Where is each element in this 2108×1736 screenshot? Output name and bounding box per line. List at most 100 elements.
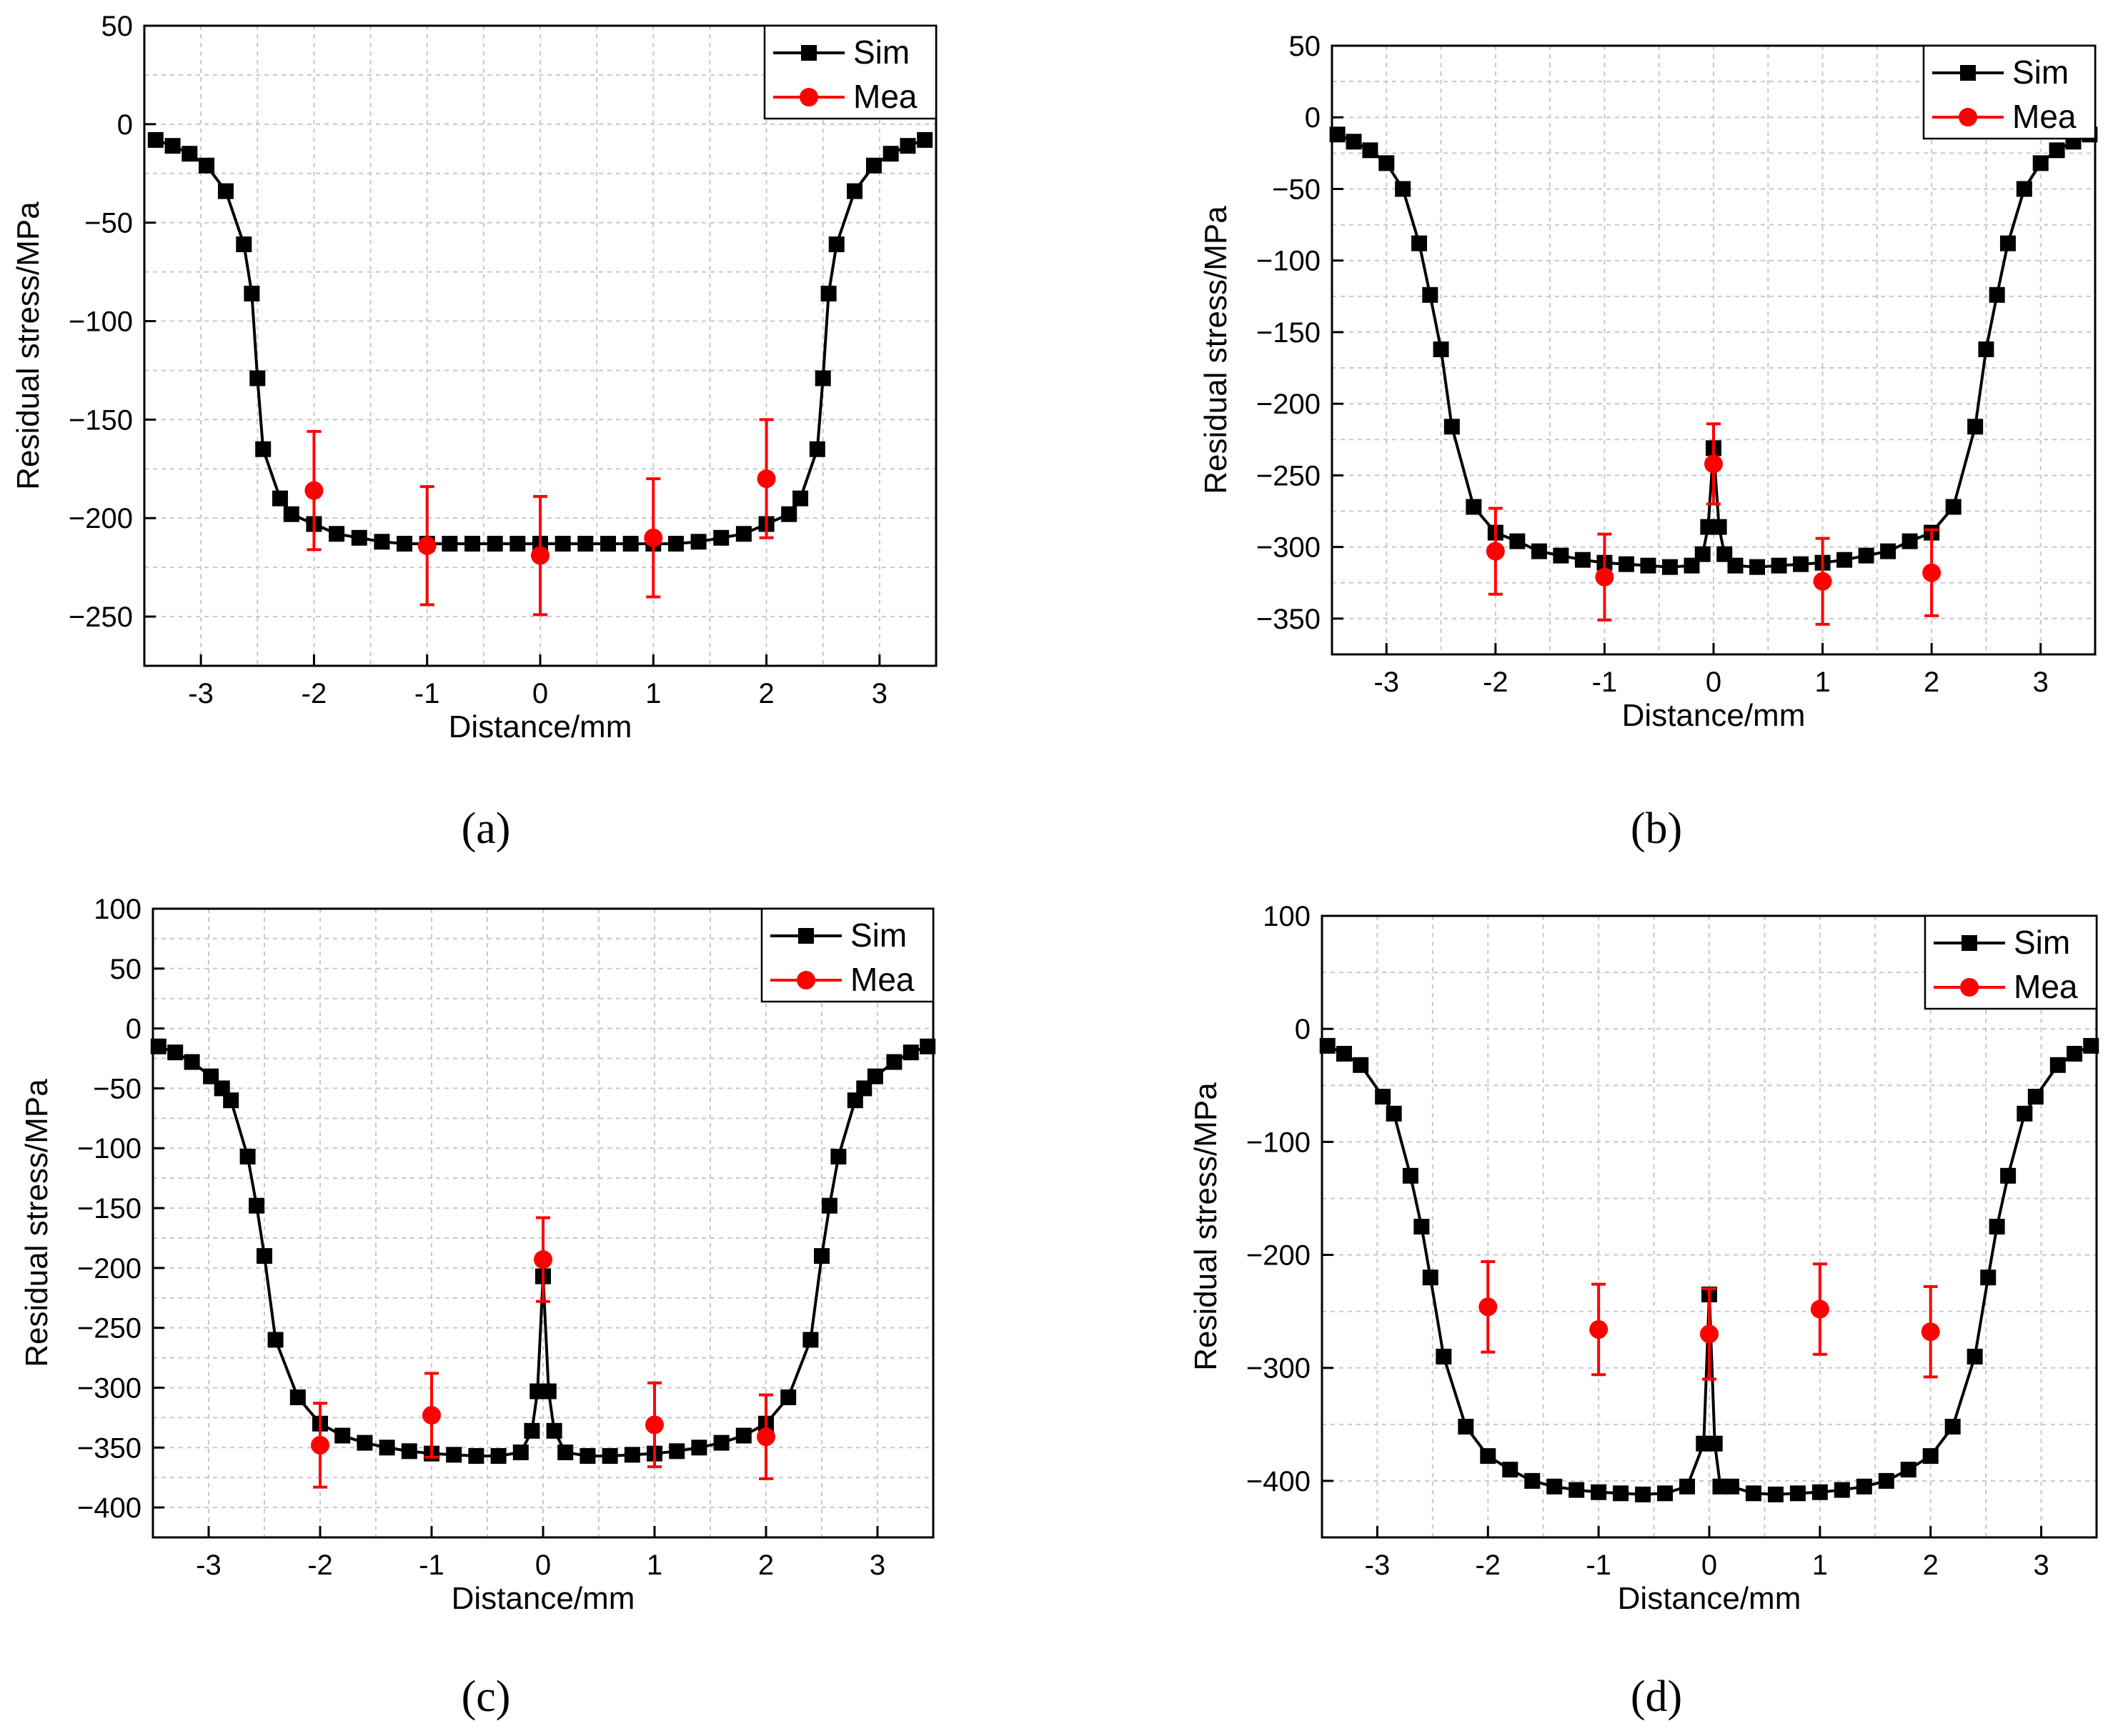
sim-point [1480, 1448, 1496, 1465]
sim-point [1433, 341, 1449, 357]
caption-a: (a) [462, 804, 511, 853]
y-axis-title: Residual stress/MPa [11, 201, 46, 490]
y-tick-label: 0 [1295, 1014, 1311, 1045]
sim-point [2000, 1167, 2017, 1184]
legend-mea-marker [797, 971, 815, 989]
y-tick-label: 0 [1305, 102, 1321, 134]
y-tick-label: 0 [126, 1014, 141, 1045]
sim-point [1591, 1484, 1607, 1500]
sim-point [1694, 546, 1711, 562]
sim-point [147, 131, 164, 148]
chart-panel-a: -3 -2 -1 0 1 2 3 50 0 −50 −100 −150 −200 −250 Distance… [11, 11, 938, 744]
mea-point [422, 1406, 441, 1425]
caption-c: (c) [462, 1672, 511, 1721]
y-tick-label: −300 [77, 1372, 141, 1404]
sim-point [669, 1443, 685, 1460]
sim-point [820, 285, 837, 301]
sim-point [847, 183, 863, 199]
sim-point [917, 131, 933, 148]
sim-point [1706, 1435, 1723, 1452]
caption-b: (b) [1631, 804, 1682, 853]
sim-point [580, 1448, 596, 1465]
sim-point [1618, 556, 1634, 572]
x-tick-label: -1 [1586, 1550, 1611, 1581]
sim-point [865, 157, 882, 174]
sim-point [401, 1443, 417, 1460]
sim-point [1901, 533, 1918, 549]
sim-point [1413, 1219, 1430, 1234]
mea-point [1700, 1325, 1719, 1344]
sim-point [847, 1092, 863, 1109]
legend-sim-marker [801, 45, 817, 61]
y-axis-title: Residual stress/MPa [19, 1079, 54, 1367]
sim-point [1524, 1472, 1541, 1489]
sim-point [2083, 1037, 2099, 1054]
y-tick-label: −350 [1256, 604, 1321, 635]
sim-point [464, 536, 481, 552]
legend-sim-label: Sim [2014, 924, 2070, 961]
y-axis-title: Residual stress/MPa [1188, 1082, 1223, 1371]
y-tick-label: −150 [1256, 317, 1321, 349]
y-tick-label: −50 [1272, 174, 1321, 205]
sim-point [2017, 1105, 2033, 1122]
sim-point [1466, 499, 1482, 515]
sim-point [329, 526, 345, 542]
sim-point [1967, 1348, 1983, 1365]
mea-point [1921, 1322, 1940, 1342]
sim-point [1900, 1462, 1916, 1478]
sim-point [792, 490, 809, 507]
sim-point [1880, 543, 1896, 559]
y-tick-label: 100 [1263, 901, 1311, 932]
x-tick-label: -1 [414, 678, 440, 709]
mea-point [1589, 1320, 1609, 1339]
sim-point [1546, 1478, 1563, 1495]
sim-point [223, 1092, 239, 1109]
sim-point [1989, 286, 2005, 303]
legend-mea-marker [800, 88, 818, 106]
mea-point [1922, 563, 1942, 582]
x-tick-label: -3 [1373, 667, 1399, 698]
legend-box [1924, 914, 2098, 1010]
sim-point [468, 1448, 484, 1465]
sim-point [1989, 1219, 2005, 1234]
sim-point [809, 441, 825, 457]
y-tick-label: −50 [84, 208, 133, 239]
sim-point [540, 1383, 557, 1400]
sim-point [357, 1435, 373, 1451]
sim-point [490, 1448, 507, 1465]
sim-point [2049, 1057, 2066, 1073]
mea-point [757, 1427, 775, 1447]
mea-point [531, 546, 550, 565]
sim-point [1723, 1478, 1739, 1495]
sim-point [1613, 1485, 1629, 1502]
sim-point [244, 285, 260, 301]
sim-point [374, 534, 390, 550]
y-tick-label: −150 [77, 1193, 141, 1224]
sim-point [1978, 341, 1994, 357]
sim-point [272, 490, 288, 507]
x-tick-label: -2 [307, 1550, 333, 1581]
chart-panel-d: -3 -2 -1 0 1 2 3 100 0 −100 −200 −300 −400 Distance/m… [1188, 901, 2099, 1616]
x-tick-label: -2 [302, 678, 327, 709]
sim-point [903, 1044, 919, 1061]
sim-point [249, 370, 266, 386]
legend-sim-marker [1960, 65, 1976, 81]
y-tick-label: 50 [101, 11, 134, 42]
sim-point [509, 536, 526, 552]
sim-point [1856, 1478, 1872, 1495]
x-tick-label: 2 [758, 1550, 774, 1581]
sim-point [239, 1148, 256, 1164]
sim-point [267, 1332, 284, 1348]
mea-point [1486, 542, 1505, 561]
y-tick-label: −100 [1246, 1127, 1311, 1158]
sim-point [1834, 1482, 1850, 1498]
y-tick-label: −400 [77, 1492, 141, 1524]
x-tick-label: 0 [532, 678, 548, 709]
sim-point [883, 146, 899, 162]
x-tick-label: 0 [1701, 1550, 1717, 1581]
sim-point [1336, 1045, 1352, 1062]
mea-point [645, 1415, 664, 1435]
sim-point [1346, 134, 1362, 150]
sim-point [283, 506, 299, 522]
